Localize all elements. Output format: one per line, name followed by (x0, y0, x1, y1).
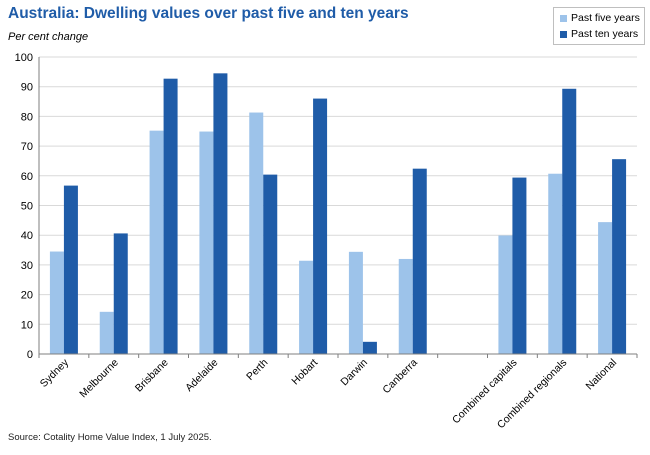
bar-five-years (299, 260, 314, 354)
x-tick-label: Brisbane (133, 357, 171, 395)
bar-ten-years (63, 185, 78, 354)
bar-five-years (199, 131, 214, 354)
bar-five-years (348, 251, 363, 354)
x-tick-label: Sydney (38, 356, 72, 390)
bar-five-years (49, 251, 64, 354)
legend-swatch-ten-years (560, 30, 567, 38)
bar-ten-years (113, 233, 128, 354)
bar-five-years (498, 235, 513, 354)
bar-ten-years (612, 159, 627, 354)
x-tick-label: Adelaide (183, 357, 220, 394)
legend-item-five-years: Past five years (560, 11, 640, 25)
legend-swatch-five-years (560, 14, 567, 22)
bar-five-years (398, 258, 413, 354)
y-tick-label: 40 (21, 230, 33, 242)
y-tick-label: 90 (21, 82, 33, 94)
y-tick-label: 30 (21, 260, 33, 272)
bar-ten-years (313, 98, 328, 354)
y-tick-label: 100 (15, 52, 33, 64)
y-tick-label: 10 (21, 319, 33, 331)
bar-five-years (548, 173, 563, 354)
x-tick-label: Canberra (380, 357, 420, 397)
y-tick-label: 70 (21, 141, 33, 153)
bar-ten-years (412, 168, 427, 354)
y-tick-label: 60 (21, 171, 33, 183)
y-axis-label: Per cent change (8, 31, 89, 43)
bar-ten-years (263, 174, 278, 354)
x-tick-label: Perth (244, 357, 270, 383)
x-tick-label: Hobart (289, 357, 320, 388)
y-tick-label: 0 (27, 349, 33, 361)
bar-ten-years (213, 73, 228, 355)
y-tick-label: 50 (21, 201, 33, 213)
bar-ten-years (512, 177, 527, 354)
bar-ten-years (163, 78, 178, 354)
x-tick-label: National (583, 357, 619, 393)
chart-legend: Past five years Past ten years (553, 7, 645, 45)
y-tick-label: 80 (21, 111, 33, 123)
x-tick-label: Melbourne (77, 357, 121, 401)
bar-ten-years (362, 341, 377, 354)
x-tick-label: Darwin (338, 357, 370, 389)
chart-title: Australia: Dwelling values over past fiv… (8, 5, 409, 22)
legend-item-ten-years: Past ten years (560, 27, 638, 41)
bar-five-years (598, 222, 613, 354)
legend-label-ten-years: Past ten years (571, 28, 639, 40)
y-tick-label: 20 (21, 290, 33, 302)
bar-ten-years (562, 88, 577, 355)
source-note: Source: Cotality Home Value Index, 1 Jul… (8, 432, 212, 443)
legend-label-five-years: Past five years (571, 12, 640, 24)
bar-five-years (99, 311, 114, 354)
bar-five-years (149, 130, 164, 354)
bar-five-years (249, 112, 264, 354)
